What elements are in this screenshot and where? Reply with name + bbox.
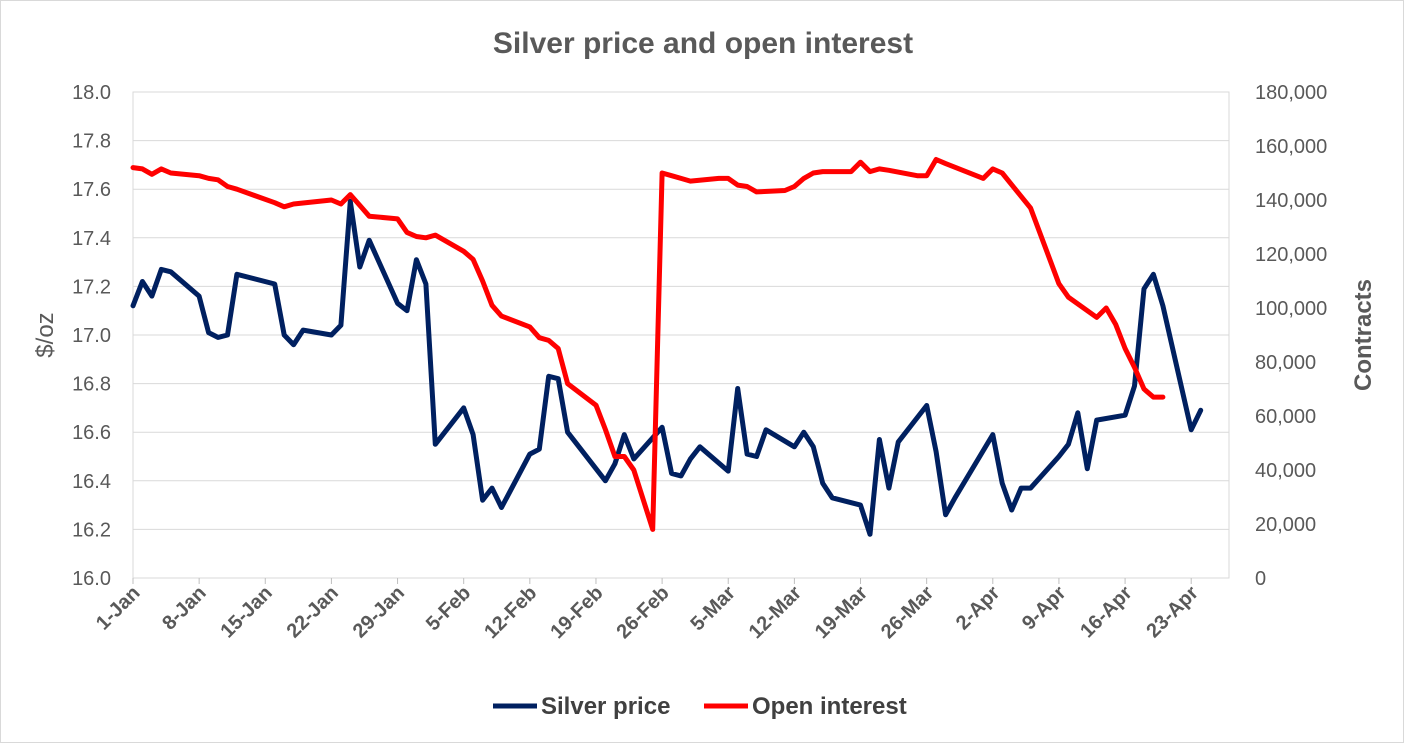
right-tick-label: 160,000 [1255,136,1327,158]
x-tick-label: 5-Feb [422,582,475,635]
x-tick-label: 23-Apr [1142,582,1203,643]
x-tick-label: 12-Feb [480,582,541,643]
x-tick-label: 29-Jan [349,582,409,642]
left-tick-label: 17.6 [72,179,111,201]
left-tick-label: 17.0 [72,325,111,347]
x-tick-label: 26-Mar [877,582,938,643]
right-axis-ticks: 0 20,000 40,000 60,000 80,000 100,000 120,000 1… [1255,82,1327,590]
x-tick-label: 15-Jan [216,582,276,642]
right-tick-label: 120,000 [1255,244,1327,266]
left-axis-ticks: 16.0 16.2 16.4 16.6 16.8 17.0 17.2 17.4 17.6 17.8… [72,82,111,590]
left-tick-label: 17.2 [72,276,111,298]
left-tick-label: 17.4 [72,228,111,250]
x-tick-label: 8-Jan [158,582,211,635]
right-tick-label: 80,000 [1255,352,1316,374]
legend: Silver price Open interest [493,693,907,720]
right-tick-label: 100,000 [1255,298,1327,320]
right-axis-title: Contracts [1350,279,1377,391]
x-tick-label: 12-Mar [745,582,806,643]
x-tick-label: 19-Mar [811,582,872,643]
right-tick-label: 60,000 [1255,406,1316,428]
x-axis-ticks: 1-Jan 8-Jan 15-Jan 22-Jan 29-Jan 5-Feb 12-Feb 1… [92,578,1203,643]
left-axis-title: $/oz [32,312,59,357]
open-interest-line [130,157,1166,532]
chart-title: Silver price and open interest [493,27,913,60]
x-tick-label: 2-Apr [952,582,1005,635]
x-tick-label: 19-Feb [546,582,607,643]
series-layer [130,157,1204,537]
x-tick-label: 16-Apr [1076,582,1137,643]
left-tick-label: 16.0 [72,568,111,590]
right-tick-label: 180,000 [1255,82,1327,104]
grid-lines [133,140,1229,530]
left-tick-label: 16.4 [72,471,111,493]
x-tick-label: 9-Apr [1018,582,1071,635]
left-tick-label: 16.6 [72,422,111,444]
legend-silver-price-label: Silver price [541,693,670,720]
right-tick-label: 40,000 [1255,460,1316,482]
left-tick-label: 18.0 [72,82,111,104]
x-tick-label: 26-Feb [612,582,673,643]
left-tick-label: 16.2 [72,519,111,541]
x-tick-label: 22-Jan [283,582,343,642]
x-tick-label: 5-Mar [686,582,739,635]
right-tick-label: 140,000 [1255,190,1327,212]
left-tick-label: 17.8 [72,131,111,153]
legend-open-interest-label: Open interest [752,693,907,720]
right-tick-label: 0 [1255,568,1266,590]
silver-price-line [130,198,1204,537]
left-tick-label: 16.8 [72,374,111,396]
right-tick-label: 20,000 [1255,514,1316,536]
